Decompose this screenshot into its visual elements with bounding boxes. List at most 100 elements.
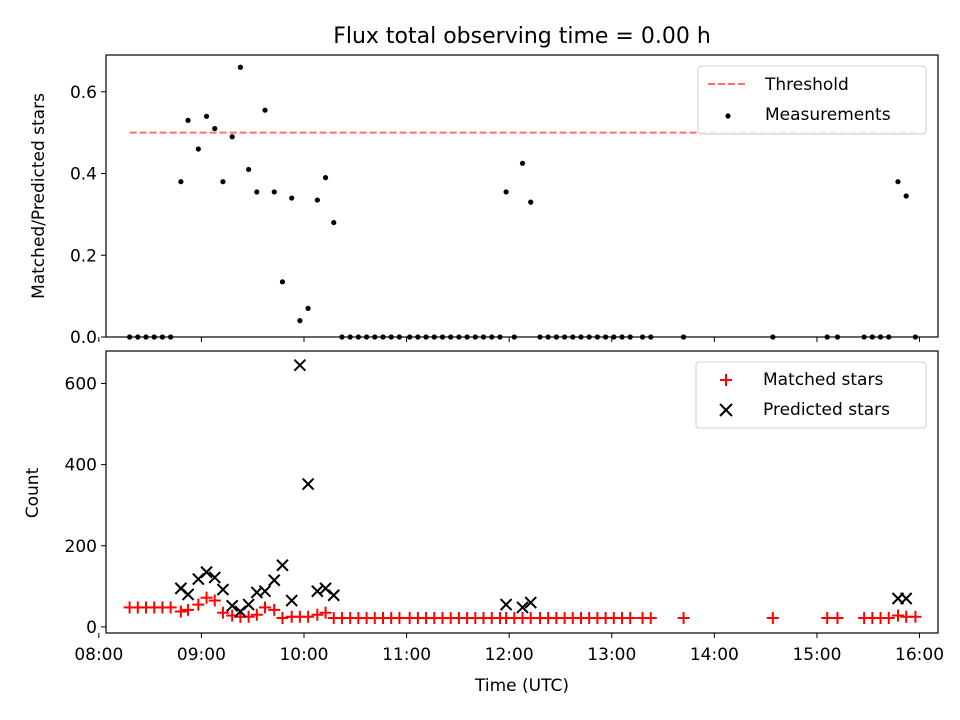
predicted-star-marker [899,592,913,605]
predicted-star-marker [524,596,537,609]
measurement-point [363,334,370,340]
matched-star-marker [259,601,272,614]
measurement-point [456,334,462,340]
top-legend-box [697,65,927,135]
x-tick-label: 08:00 [74,645,123,665]
predicted-star-marker [181,588,195,601]
measurement-point [877,334,884,340]
measurement-point [297,318,303,324]
matched-star-marker [174,605,187,618]
measurement-point [619,334,625,340]
measurement-point [912,334,919,340]
predicted-legend-label: Predicted stars [763,400,890,420]
matched-legend-swatch [720,374,732,386]
predicted-star-marker [301,477,315,491]
measurement-point [271,189,277,195]
top-legend: Threshold Measurements [697,65,927,135]
measurement-point [431,334,437,340]
measurement-point [648,334,654,340]
measurement-point [396,334,403,340]
figure-title: Flux total observing time = 0.00 h [333,24,711,49]
measurement-point [185,117,191,123]
measurement-point [245,166,252,173]
predicted-star-marker [200,565,213,579]
matched-star-marker [208,594,221,607]
measurement-point [220,179,226,185]
bottom-tick-layer: 08:00 09:00 10:00 11:00 12:00 13:00 14:00 15:00… [65,374,944,665]
top-y-tick-label: 0.2 [70,246,97,266]
measurement-point [834,334,841,340]
matched-star-marker [393,611,406,624]
measurement-point [415,334,421,340]
measurement-point [212,125,218,132]
bottom-y-tick-label: 600 [65,374,97,394]
predicted-star-marker [216,583,230,596]
measurement-point [770,334,776,340]
top-y-tick-label: 0.4 [70,165,97,185]
top-plot-frame [105,54,939,338]
measurement-point [355,334,361,340]
measurement-point [497,334,503,340]
matched-star-marker [319,606,332,619]
measurement-point [331,219,337,226]
measurement-point [603,334,609,340]
measurement-point [407,334,413,340]
measurement-point [903,193,909,199]
predicted-star-marker [293,358,307,372]
x-tick-label: 11:00 [382,645,431,665]
predicted-star-marker [285,594,298,607]
bottom-y-tick-label: 400 [65,456,97,476]
measurement-point [886,334,892,340]
x-tick-label: 14:00 [690,645,739,665]
x-tick-label: 16:00 [895,645,944,665]
bottom-y-tick-label: 0 [86,618,97,638]
measurement-point [347,334,353,340]
bottom-legend-box [695,361,927,429]
measurement-point [237,64,243,70]
measurement-point [553,334,559,340]
measurement-point [561,334,568,340]
measurement-point [519,160,526,166]
measurement-point [528,199,534,205]
matched-star-marker [624,611,637,624]
measurement-point [262,107,268,113]
measurement-point [314,197,320,203]
matched-star-marker [216,606,229,619]
bottom-panel: 08:00 09:00 10:00 11:00 12:00 13:00 14:00 15:00… [23,350,944,696]
measurement-point [151,334,157,340]
top-panel: 0.0 0.2 0.4 0.6 Matched/Predicted stars Thr… [29,54,939,348]
measurement-point [126,334,133,340]
matched-star-marker [192,598,205,611]
matched-star-marker [882,611,895,624]
measurement-point [439,334,446,340]
predicted-star-marker [208,571,221,584]
measurement-point [168,334,174,340]
measurement-point [203,113,210,119]
measurement-point [143,334,149,340]
measurement-point [680,334,687,340]
top-y-tick-label: 0.0 [70,328,97,348]
predicted-star-marker [276,559,289,572]
measurement-point [195,146,201,152]
measurement-point [594,334,601,340]
bottom-y-tick-label: 200 [65,537,97,557]
x-tick-label: 10:00 [279,645,328,665]
top-tick-layer: 0.0 0.2 0.4 0.6 [70,83,921,348]
matched-star-marker [766,611,779,624]
matched-star-marker [311,608,324,621]
measurement-point [448,334,454,340]
measurement-point [869,334,875,340]
measurements-legend-label: Measurements [765,105,891,125]
predicted-stars-layer [174,358,913,618]
matched-star-marker [200,591,213,604]
top-y-axis-label: Matched/Predicted stars [29,93,49,299]
predicted-star-marker [268,574,281,587]
x-tick-label: 15:00 [792,645,841,665]
measurement-point [372,334,378,340]
measurement-point [503,189,509,195]
predicted-legend-swatch [719,403,733,417]
measurement-point [305,305,311,311]
top-y-tick-label: 0.6 [70,83,97,103]
measurement-point [578,334,584,340]
